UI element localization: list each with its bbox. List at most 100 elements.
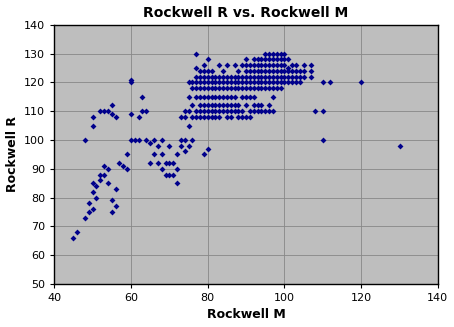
Point [292, 74, 300, 79]
Point [219, 74, 227, 79]
Point [192, 51, 200, 56]
Point [116, 160, 123, 165]
Point [250, 103, 257, 108]
Point [231, 74, 238, 79]
X-axis label: Rockwell M: Rockwell M [207, 308, 286, 321]
Point [216, 94, 223, 99]
Point [292, 62, 300, 68]
Point [242, 57, 250, 62]
Point [212, 114, 219, 120]
Point [223, 114, 231, 120]
Point [85, 201, 93, 206]
Point [254, 74, 261, 79]
Point [219, 94, 227, 99]
Point [254, 68, 261, 74]
Point [273, 74, 281, 79]
Point [254, 80, 261, 85]
Point [212, 74, 219, 79]
Point [296, 80, 303, 85]
Point [266, 80, 273, 85]
Point [223, 94, 231, 99]
Point [189, 86, 196, 91]
Point [197, 103, 204, 108]
Point [227, 74, 234, 79]
Point [269, 80, 276, 85]
Point [246, 62, 253, 68]
Point [285, 80, 292, 85]
Point [97, 178, 104, 183]
Point [177, 114, 184, 120]
Title: Rockwell R vs. Rockwell M: Rockwell R vs. Rockwell M [143, 6, 349, 20]
Point [197, 80, 204, 85]
Point [285, 68, 292, 74]
Point [277, 62, 284, 68]
Point [204, 57, 212, 62]
Point [254, 57, 261, 62]
Point [197, 68, 204, 74]
Point [246, 68, 253, 74]
Point [223, 62, 231, 68]
Point [100, 172, 108, 177]
Point [208, 103, 215, 108]
Point [204, 94, 212, 99]
Point [204, 109, 212, 114]
Point [258, 68, 265, 74]
Point [269, 94, 276, 99]
Point [169, 172, 177, 177]
Point [208, 109, 215, 114]
Point [250, 68, 257, 74]
Point [231, 86, 238, 91]
Point [173, 181, 181, 186]
Point [300, 68, 307, 74]
Point [269, 86, 276, 91]
Point [281, 62, 288, 68]
Point [89, 206, 96, 212]
Point [200, 114, 207, 120]
Point [197, 86, 204, 91]
Point [239, 109, 246, 114]
Point [192, 94, 200, 99]
Point [254, 103, 261, 108]
Point [192, 114, 200, 120]
Point [277, 74, 284, 79]
Point [242, 114, 250, 120]
Point [212, 94, 219, 99]
Point [281, 51, 288, 56]
Point [85, 209, 93, 215]
Point [296, 68, 303, 74]
Point [285, 74, 292, 79]
Point [258, 80, 265, 85]
Point [162, 160, 169, 165]
Point [139, 109, 146, 114]
Point [246, 80, 253, 85]
Point [192, 74, 200, 79]
Point [227, 94, 234, 99]
Point [235, 109, 242, 114]
Point [150, 152, 158, 157]
Point [266, 62, 273, 68]
Point [208, 114, 215, 120]
Point [273, 68, 281, 74]
Y-axis label: Rockwell R: Rockwell R [5, 116, 19, 192]
Point [192, 109, 200, 114]
Point [97, 109, 104, 114]
Point [147, 160, 154, 165]
Point [200, 80, 207, 85]
Point [108, 112, 115, 117]
Point [204, 114, 212, 120]
Point [154, 143, 162, 148]
Point [135, 137, 142, 143]
Point [150, 137, 158, 143]
Point [166, 160, 173, 165]
Point [100, 109, 108, 114]
Point [292, 68, 300, 74]
Point [128, 80, 135, 85]
Point [262, 68, 269, 74]
Point [250, 94, 257, 99]
Point [131, 137, 138, 143]
Point [200, 103, 207, 108]
Point [100, 163, 108, 168]
Point [242, 62, 250, 68]
Point [258, 86, 265, 91]
Point [181, 109, 188, 114]
